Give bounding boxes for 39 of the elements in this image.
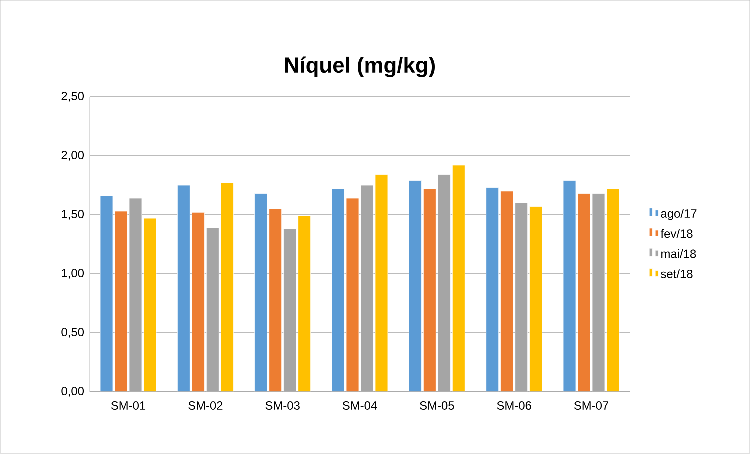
y-tick-label: 0,50 xyxy=(62,328,84,338)
bar xyxy=(178,185,190,392)
bar xyxy=(192,212,205,392)
bar xyxy=(530,206,543,392)
bar xyxy=(408,180,422,392)
bar xyxy=(375,174,388,392)
bar xyxy=(114,211,128,392)
bar xyxy=(500,191,514,392)
y-tick-label: 2,00 xyxy=(62,151,84,161)
x-tick-label: SM-01 xyxy=(111,402,146,410)
bar xyxy=(269,208,282,392)
x-tick-label: SM-02 xyxy=(188,402,223,410)
legend-label: ago/17 xyxy=(661,209,697,220)
bar xyxy=(100,196,114,392)
chart-title: Níquel (mg/kg) xyxy=(285,56,435,78)
x-tick-label: SM-07 xyxy=(574,402,608,410)
y-tick-label: 2,50 xyxy=(62,92,84,102)
bar xyxy=(298,216,312,392)
x-tick-label: SM-06 xyxy=(497,402,532,410)
bar xyxy=(332,188,345,392)
x-tick-label: SM-03 xyxy=(266,402,300,410)
x-tick-label: SM-05 xyxy=(420,402,454,410)
legend-label: set/18 xyxy=(661,270,693,278)
bar xyxy=(346,198,360,392)
y-tick-label: 1,00 xyxy=(62,269,84,279)
bar xyxy=(578,194,591,392)
bar xyxy=(254,194,268,392)
x-tick-label: SM-04 xyxy=(342,402,378,410)
legend-label: mai/18 xyxy=(662,250,696,258)
legend-label: fev/18 xyxy=(660,229,693,238)
bar xyxy=(563,180,576,392)
bar xyxy=(606,188,620,392)
y-tick-label: 1,50 xyxy=(62,210,84,220)
bar xyxy=(144,218,157,392)
y-tick-label: 0,00 xyxy=(62,387,84,397)
bar xyxy=(220,182,234,392)
bar xyxy=(452,165,466,392)
bar xyxy=(486,188,500,392)
bar xyxy=(423,188,436,392)
